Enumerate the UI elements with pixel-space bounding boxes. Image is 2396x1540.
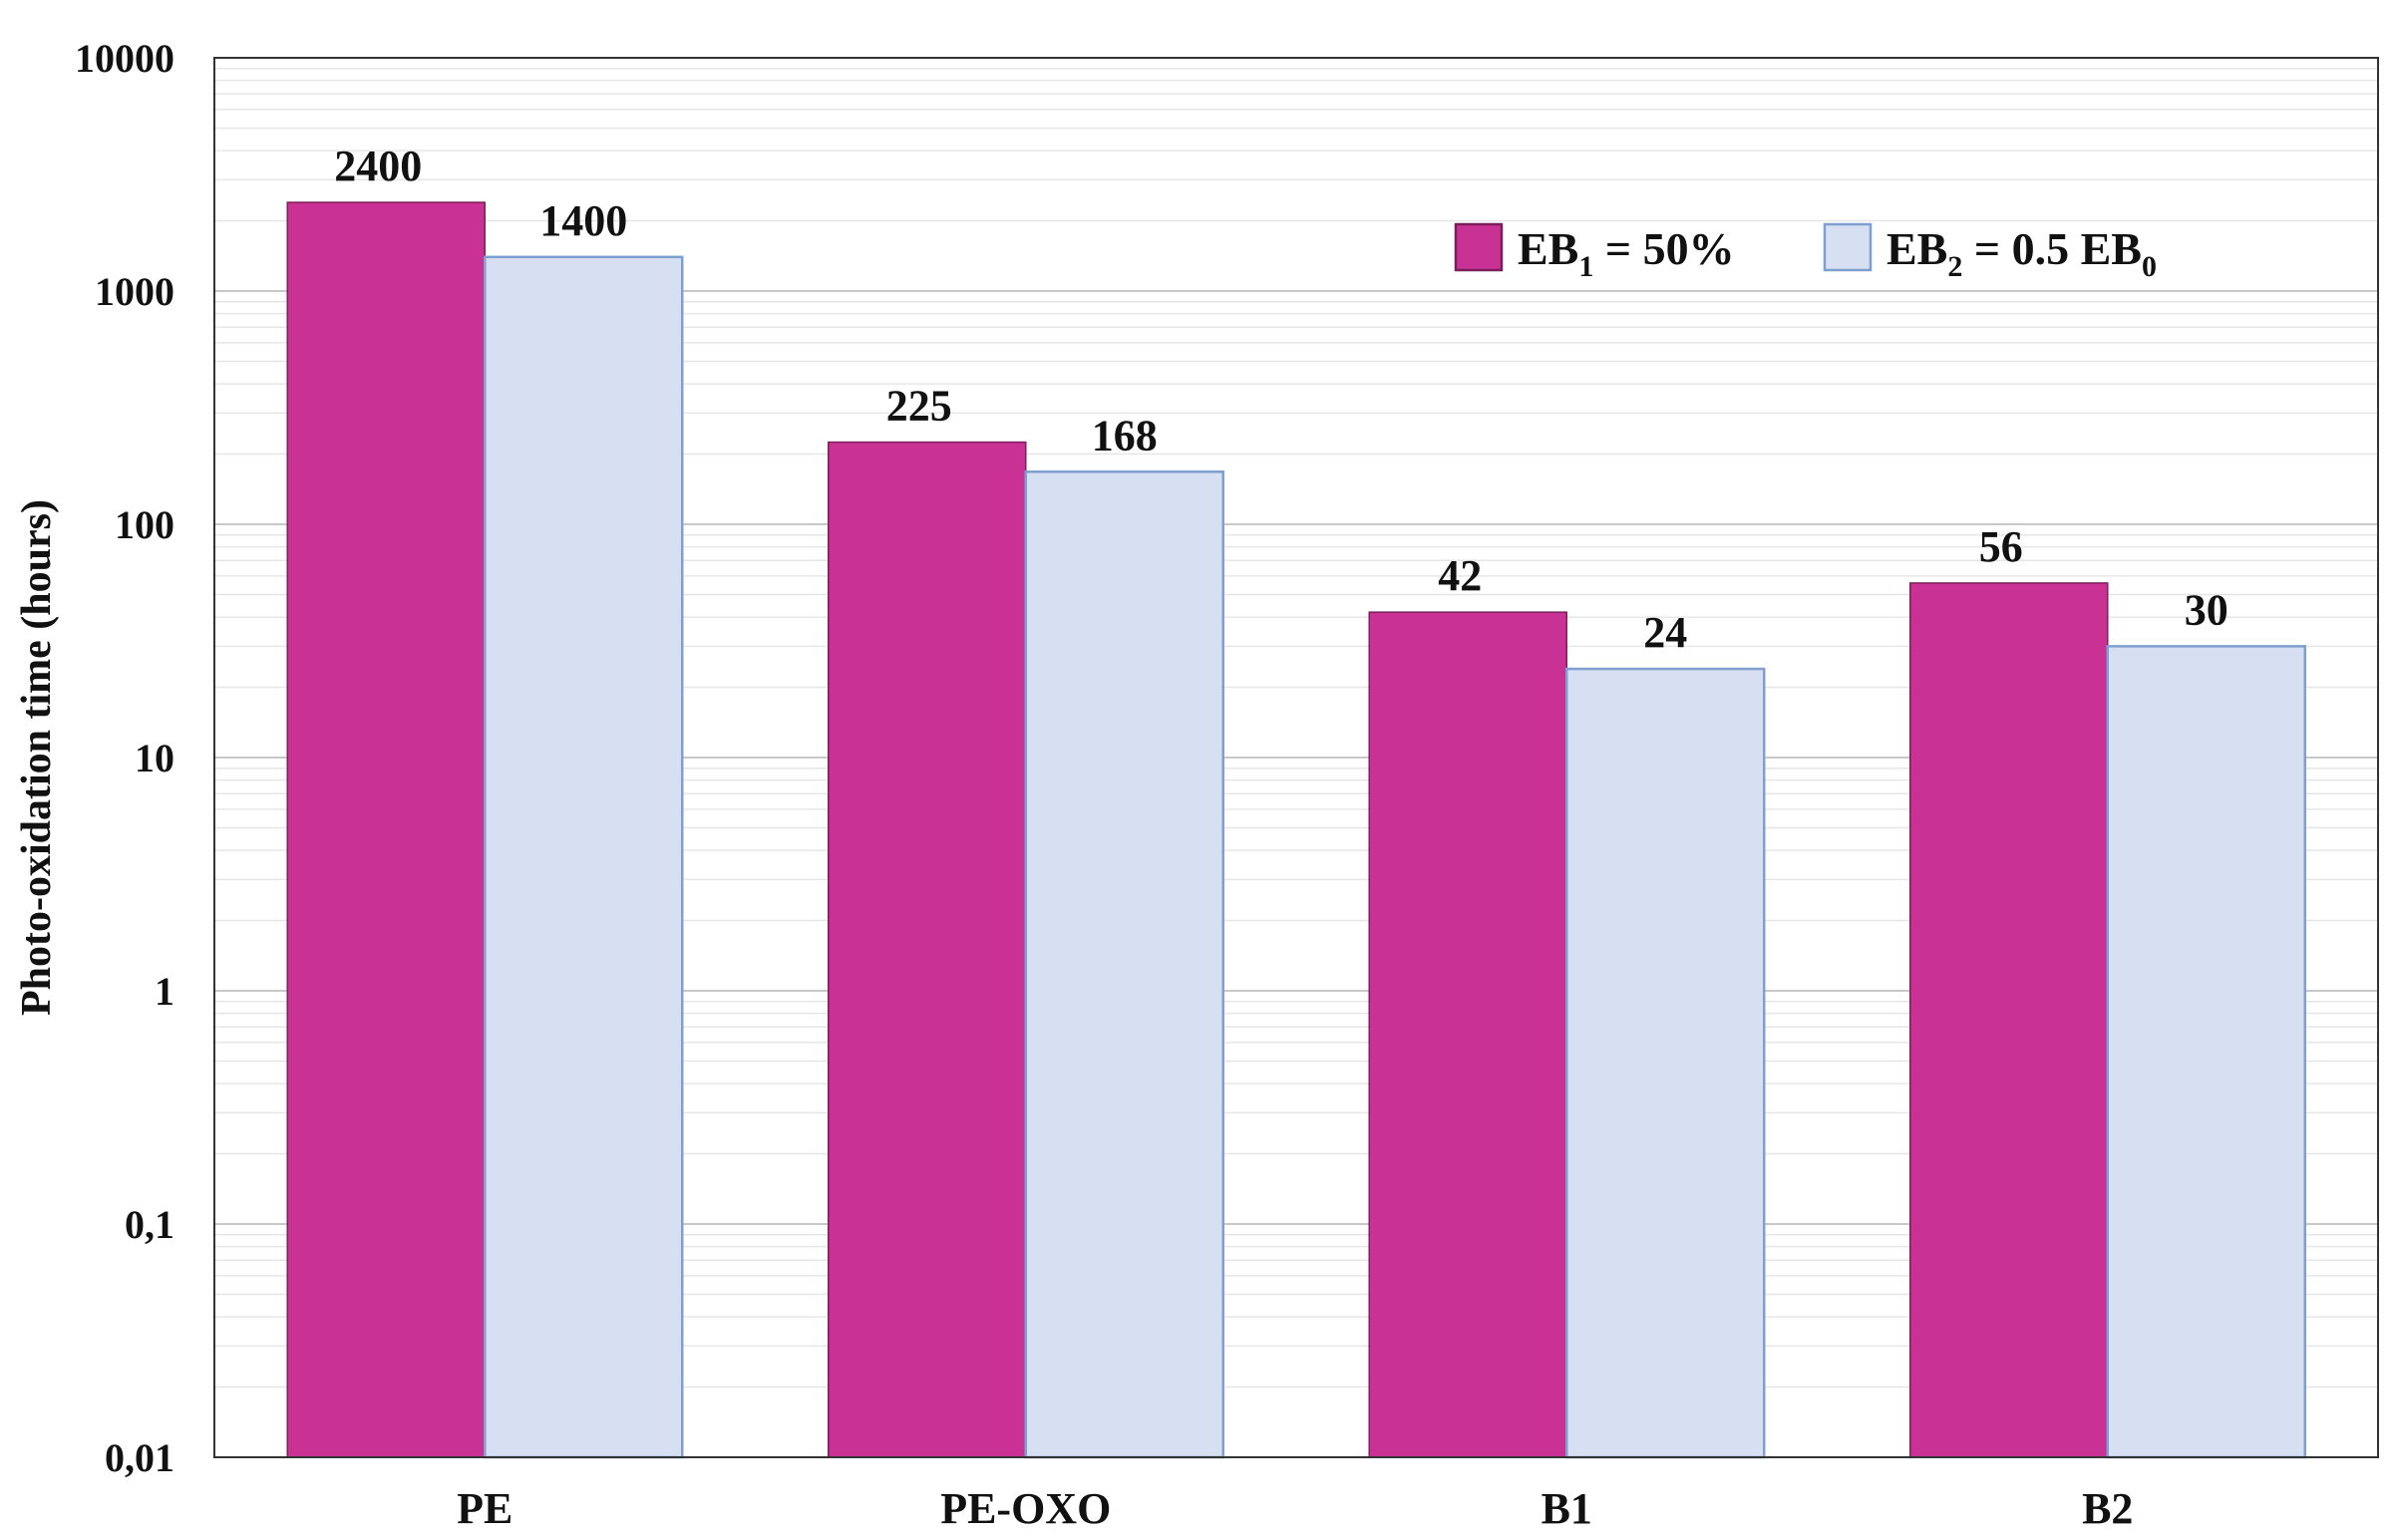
bar-b2-series-2 xyxy=(2106,645,2306,1459)
plot-frame xyxy=(213,57,2379,1458)
legend-label: EB2 = 0.5 EB0 xyxy=(1886,223,2157,283)
data-label: 30 xyxy=(2185,585,2228,634)
x-tick-label: B1 xyxy=(1541,1484,1592,1533)
bar-pe-series-2 xyxy=(484,255,684,1459)
data-label: 24 xyxy=(1643,608,1687,657)
data-labels: 2400 1400 225 168 42 24 56 30 xyxy=(334,142,2228,657)
data-label: 2400 xyxy=(334,142,422,190)
y-tick-label: 0,01 xyxy=(105,1435,174,1480)
data-label: 42 xyxy=(1438,551,1482,600)
data-label: 225 xyxy=(886,382,952,431)
bar-pe-series-1 xyxy=(286,201,486,1458)
y-tick-label: 100 xyxy=(115,502,174,547)
legend-swatch xyxy=(1823,222,1873,272)
bar-b1-series-1 xyxy=(1368,611,1567,1458)
legend-label: EB1 = 50% xyxy=(1518,223,1735,283)
bar-b2-series-1 xyxy=(1909,582,2109,1458)
x-tick-labels: PE PE-OXO B1 B2 xyxy=(457,1484,2133,1533)
legend-swatch xyxy=(1454,222,1504,272)
bars xyxy=(286,201,2306,1459)
x-tick-label: B2 xyxy=(2082,1484,2133,1533)
y-tick-label: 1 xyxy=(155,969,174,1014)
data-label: 168 xyxy=(1092,411,1158,460)
data-label: 1400 xyxy=(539,196,627,245)
bar-pe-oxo-series-2 xyxy=(1024,470,1224,1459)
legend: EB1 = 50% EB2 = 0.5 EB0 xyxy=(1454,222,2157,283)
y-tick-label: 10000 xyxy=(75,36,174,81)
y-axis-title: Photo-oxidation time (hours) xyxy=(14,499,60,1016)
y-tick-label: 1000 xyxy=(95,269,174,314)
x-tick-label: PE xyxy=(457,1484,513,1533)
x-tick-label: PE-OXO xyxy=(940,1484,1111,1533)
y-tick-labels: 0,01 0,1 1 10 100 1000 10000 xyxy=(75,36,174,1480)
data-label: 56 xyxy=(1979,522,2023,571)
bar-pe-oxo-series-1 xyxy=(828,441,1027,1458)
y-tick-label: 0,1 xyxy=(125,1202,174,1247)
bar-b1-series-2 xyxy=(1565,667,1766,1459)
y-tick-label: 10 xyxy=(135,736,174,780)
